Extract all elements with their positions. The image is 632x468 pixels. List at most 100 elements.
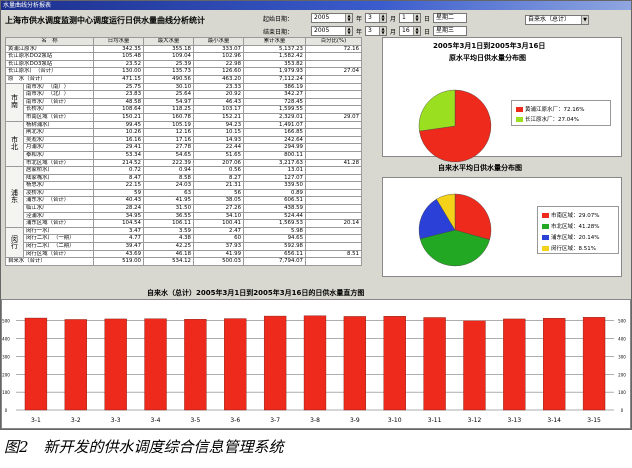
start-day-unit: 日: [424, 16, 431, 23]
legend-swatch: [516, 107, 523, 112]
spin-arrows-icon[interactable]: ▲ ▼: [413, 14, 420, 22]
value-cell: 34.95: [93, 211, 144, 221]
table-row[interactable]: 南市水厂（北厂） 23.83 25.64 20.92 342.27: [6, 90, 362, 99]
value-cell: 2.47: [193, 226, 244, 236]
value-cell: 103.17: [193, 105, 244, 114]
value-cell: 160.78: [143, 112, 194, 122]
value-cell: 59: [93, 188, 144, 198]
y-tick-label: 500: [2, 319, 10, 324]
column-header: 百分比(%): [305, 37, 362, 46]
table-row[interactable]: 凌桥水厂 59 63 56 0.89: [6, 188, 362, 198]
chevron-down-icon[interactable]: ▼: [581, 16, 588, 24]
y-tick-label: 400: [2, 337, 10, 342]
end-day-spinner[interactable]: 16 ▲ ▼: [399, 26, 421, 36]
table-row[interactable]: 杨思水厂 22.15 24.03 21.31 339.50: [6, 181, 362, 190]
start-month-spinner[interactable]: 3 ▲ ▼: [365, 13, 387, 23]
pie-slice: [419, 229, 490, 267]
table-row[interactable]: 长桥水厂 108.64 118.25 103.17 1,599.55: [6, 105, 362, 114]
value-cell: 29.41: [93, 143, 144, 152]
table-row[interactable]: 长江原水厂（合计） 130.00 135.73 126.60 1,979.93 27.04: [5, 67, 362, 76]
tap-water-pie-chart: [418, 193, 492, 267]
table-row[interactable]: 吴淞水厂 16.16 17.16 14.93 242.64: [6, 135, 362, 145]
table-row[interactable]: 市南区域（合计） 150.21 160.78 152.21 2,329.01 29.07: [6, 112, 362, 122]
value-cell: 12.16: [143, 128, 194, 137]
table-row[interactable]: 陆家嘴水厂 8.47 8.58 8.27 127.07: [6, 173, 362, 183]
table-row[interactable]: 闸北水厂 10.26 12.16 10.15 166.85: [6, 128, 362, 137]
y-tick-label: 0: [621, 408, 624, 413]
value-cell: 342.35: [93, 44, 144, 54]
value-cell: 99.45: [93, 120, 144, 130]
pie1-subtitle: 原水平均日供水量分布图: [449, 54, 526, 62]
value-cell: [305, 173, 362, 183]
value-cell: [305, 128, 362, 137]
bar-3-14: [543, 318, 566, 411]
x-tick-label: 3-8: [310, 417, 320, 424]
table-row[interactable]: 市北 杨树浦水厂 99.45 105.19 94.23 1,491.07: [5, 120, 362, 168]
value-cell: 28.24: [93, 204, 144, 213]
value-cell: 36.55: [143, 211, 194, 221]
value-cell: 40.43: [93, 196, 144, 206]
table-row[interactable]: 黄浦江原水厂 342.35 355.18 333.07 5,137.23 72.16: [5, 44, 362, 54]
row-name-cell: 长江原水厂（合计）: [5, 67, 94, 76]
value-cell: 207.06: [193, 158, 244, 168]
value-cell: 294.99: [243, 143, 306, 152]
end-weekday-field[interactable]: 星期三: [433, 26, 467, 36]
value-cell: 46.43: [193, 97, 244, 107]
spin-arrows-icon[interactable]: ▲ ▼: [345, 27, 352, 35]
table-row[interactable]: 闵行区域（合计） 43.69 46.18 41.99 656.11 8.51: [6, 249, 362, 259]
daily-volume-bar-panel: 0 0 100 100 200 200 300 300 400 400 500 500 3-1 3-2 3-…: [1, 299, 631, 429]
value-cell: 5,137.23: [243, 44, 306, 54]
start-weekday-field[interactable]: 星期二: [433, 13, 467, 23]
y-tick-label: 400: [618, 337, 626, 342]
table-row[interactable]: 浦东 居家桥水厂 0.72 0.94 0.56 13.01: [5, 166, 362, 228]
value-cell: 29.07: [305, 112, 362, 122]
table-row[interactable]: 原 水（合计） 471.15 490.56 463.20 7,112.24: [5, 74, 362, 84]
value-cell: [305, 257, 362, 266]
table-row[interactable]: 闵行二水厂（二期） 39.47 42.25 37.93 592.98: [6, 242, 362, 251]
value-cell: [305, 181, 362, 190]
legend-item: 浦东区域：20.14%: [542, 233, 599, 241]
row-name-cell: 浦东水厂（合计）: [23, 196, 94, 206]
table-row[interactable]: 浦东区域（合计） 104.54 106.11 100.41 1,569.53 20.14: [6, 219, 362, 228]
start-month-unit: 月: [390, 16, 397, 23]
table-row[interactable]: 临江水厂 28.24 31.50 27.26 438.59: [6, 204, 362, 213]
bar-3-1: [24, 317, 48, 411]
table-row[interactable]: 市北区域（合计） 214.52 222.39 207.06 3,217.63 41.28: [6, 158, 362, 168]
window-title: 水量曲线分析报表: [3, 2, 52, 9]
x-tick-label: 3-11: [428, 417, 442, 424]
table-row[interactable]: 泰和水厂 53.34 54.65 51.65 800.11: [6, 150, 362, 160]
report-title: 上海市供水调度监测中心调度运行日供水量曲线分析统计: [5, 16, 205, 25]
legend-item: 闵行区域：8.51%: [542, 244, 596, 252]
table-row[interactable]: 南市水厂（合计） 48.58 54.97 46.43 728.45: [6, 97, 362, 107]
value-cell: 8.58: [143, 173, 194, 183]
table-row[interactable]: 月浦水厂 29.41 27.78 22.44 294.99: [6, 143, 362, 152]
table-row[interactable]: 长江原水DO2泵站 105.48 109.04 102.96 1,582.42: [5, 52, 362, 61]
table-row[interactable]: 泾浦水厂 34.95 36.55 34.10 524.44: [6, 211, 362, 221]
value-cell: 27.26: [193, 204, 244, 213]
value-cell: 8.27: [193, 173, 244, 183]
end-month-spinner[interactable]: 3 ▲ ▼: [365, 26, 387, 36]
start-day-spinner[interactable]: 1 ▲ ▼: [399, 13, 421, 23]
region-group-label: 浦东: [5, 166, 24, 228]
end-year-spinner[interactable]: 2005 ▲ ▼: [311, 26, 353, 36]
table-row[interactable]: 闵行二水厂（一期） 4.77 4.38 60 94.65: [6, 234, 362, 244]
spin-arrows-icon[interactable]: ▲ ▼: [379, 14, 386, 22]
category-select[interactable]: 自来水（总计） ▼: [525, 15, 589, 25]
spin-arrows-icon[interactable]: ▲ ▼: [413, 27, 420, 35]
legend-item: 黄浦江原水厂：72.16%: [516, 105, 584, 113]
spin-arrows-icon[interactable]: ▲ ▼: [379, 27, 386, 35]
value-cell: 39.47: [93, 242, 144, 251]
table-row[interactable]: 浦东水厂（合计） 40.43 41.95 38.05 606.51: [6, 196, 362, 206]
x-tick-label: 3-14: [547, 417, 561, 424]
value-cell: 1,569.53: [243, 219, 306, 228]
value-cell: 63: [143, 188, 194, 198]
table-row[interactable]: 闵行 闵行一水厂 3.47 3.59 2.47 5.98: [5, 226, 362, 259]
start-year-spinner[interactable]: 2005 ▲ ▼: [311, 13, 353, 23]
spin-arrows-icon[interactable]: ▲ ▼: [345, 14, 352, 22]
pie2-legend: 市南区域：29.07% 市北区域：41.28% 浦东区域：20.14% 闵行区域…: [537, 206, 619, 254]
table-row[interactable]: 长江原水DO3泵站 23.52 25.39 22.98 353.82: [5, 59, 362, 69]
pie-slice: [436, 193, 456, 231]
table-row[interactable]: 自来水（合计） 519.00 534.12 500.03 7,794.07: [5, 257, 362, 266]
table-row[interactable]: 市南 南市水厂（南厂） 25.75 30.10 23.33 386.19: [5, 82, 362, 122]
x-tick-label: 3-1: [31, 417, 41, 424]
